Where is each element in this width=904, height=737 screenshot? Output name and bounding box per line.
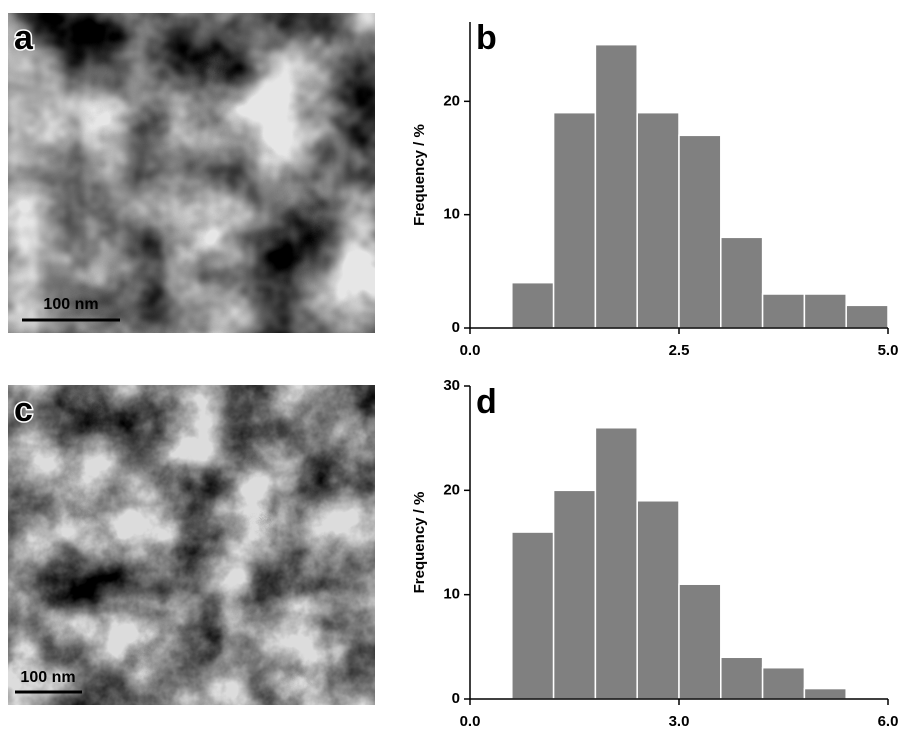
bar (636, 111, 680, 329)
y-tick-label: 20 (443, 481, 460, 498)
bar (761, 293, 806, 329)
bar (511, 531, 555, 700)
bar (761, 666, 806, 700)
bar (720, 236, 764, 329)
bar (803, 293, 847, 329)
y-axis-label: Frequency / % (411, 124, 428, 226)
panel-label: a (14, 19, 34, 57)
bar (678, 583, 722, 700)
x-tick-label: 0.0 (460, 342, 481, 359)
y-tick-label: 0 (452, 690, 460, 707)
y-tick-label: 0 (452, 319, 460, 336)
bar (636, 500, 680, 700)
panel-label: d (476, 383, 497, 421)
x-tick-label: 2.5 (669, 342, 690, 359)
x-tick-label: 0.0 (460, 713, 481, 730)
y-tick-label: 10 (443, 206, 460, 223)
scale-label: 100 nm (43, 296, 98, 313)
bar (511, 281, 555, 329)
tem-image: c 100 nm (8, 385, 375, 705)
y-tick-label: 20 (443, 92, 460, 109)
y-tick-label: 10 (443, 586, 460, 603)
bar (552, 111, 597, 329)
panel-label: b (476, 19, 497, 57)
x-tick-label: 6.0 (878, 713, 899, 730)
tem-image: a 100 nm (8, 13, 375, 333)
scale-label: 100 nm (20, 669, 75, 686)
bar (552, 489, 597, 700)
y-axis-label: Frequency / % (411, 492, 428, 594)
bar (720, 656, 764, 700)
bar (594, 43, 638, 329)
y-tick-label: 30 (443, 377, 460, 394)
bar (594, 426, 638, 700)
x-tick-label: 5.0 (878, 342, 899, 359)
bar (678, 134, 722, 329)
bar (845, 304, 889, 329)
bar (803, 687, 847, 700)
panel-label: c (14, 391, 33, 429)
x-tick-label: 3.0 (669, 713, 690, 730)
